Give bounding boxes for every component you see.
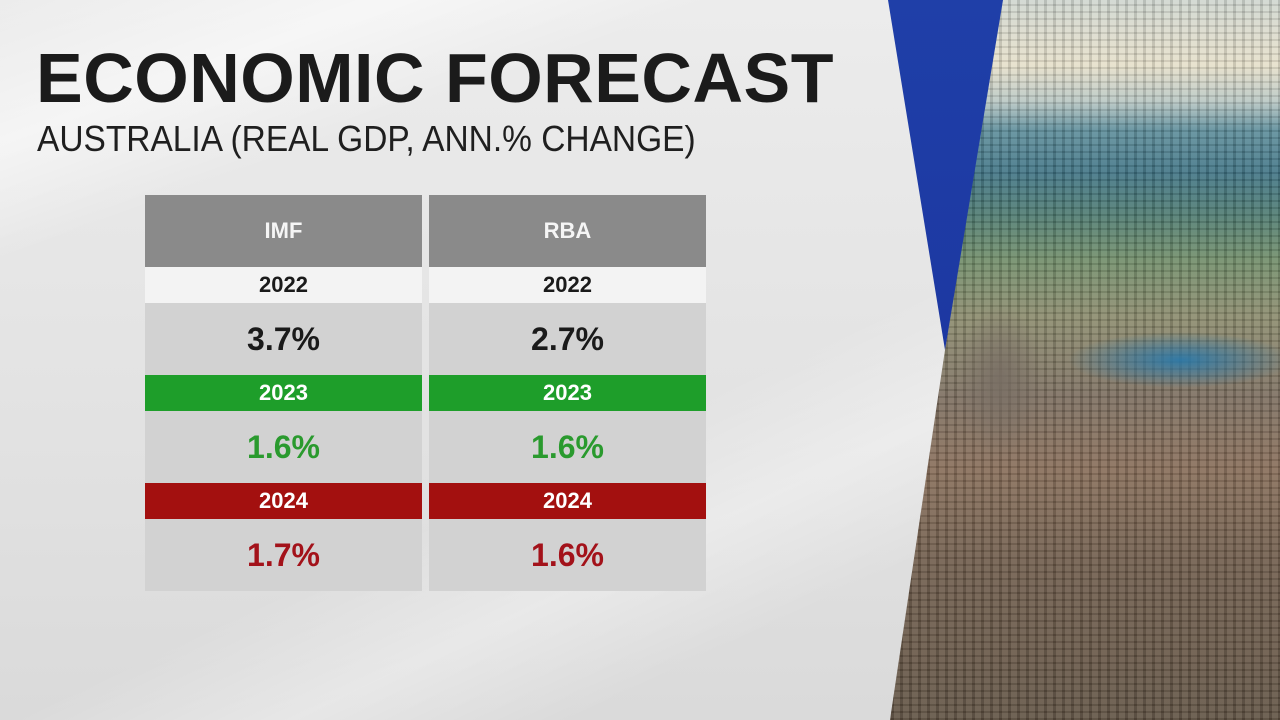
value-rba-2024: 1.6% — [429, 519, 706, 591]
forecast-table: IMF 2022 3.7% 2023 1.6% 2024 1.7% RBA 2022 2.7% 20… — [145, 195, 707, 595]
year-label-2023: 2023 — [429, 375, 706, 411]
year-label-2024: 2024 — [145, 483, 422, 519]
value-imf-2024: 1.7% — [145, 519, 422, 591]
year-label-2024: 2024 — [429, 483, 706, 519]
value-imf-2023: 1.6% — [145, 411, 422, 483]
column-imf: IMF 2022 3.7% 2023 1.6% 2024 1.7% — [145, 195, 422, 591]
column-header-imf: IMF — [145, 195, 422, 267]
column-header-rba: RBA — [429, 195, 706, 267]
column-rba: RBA 2022 2.7% 2023 1.6% 2024 1.6% — [429, 195, 706, 591]
page-subtitle: AUSTRALIA (REAL GDP, ANN.% CHANGE) — [37, 118, 696, 159]
year-label-2023: 2023 — [145, 375, 422, 411]
value-rba-2023: 1.6% — [429, 411, 706, 483]
value-imf-2022: 3.7% — [145, 303, 422, 375]
year-label-2022: 2022 — [145, 267, 422, 303]
page-title: ECONOMIC FORECAST — [36, 39, 834, 117]
year-label-2022: 2022 — [429, 267, 706, 303]
value-rba-2022: 2.7% — [429, 303, 706, 375]
